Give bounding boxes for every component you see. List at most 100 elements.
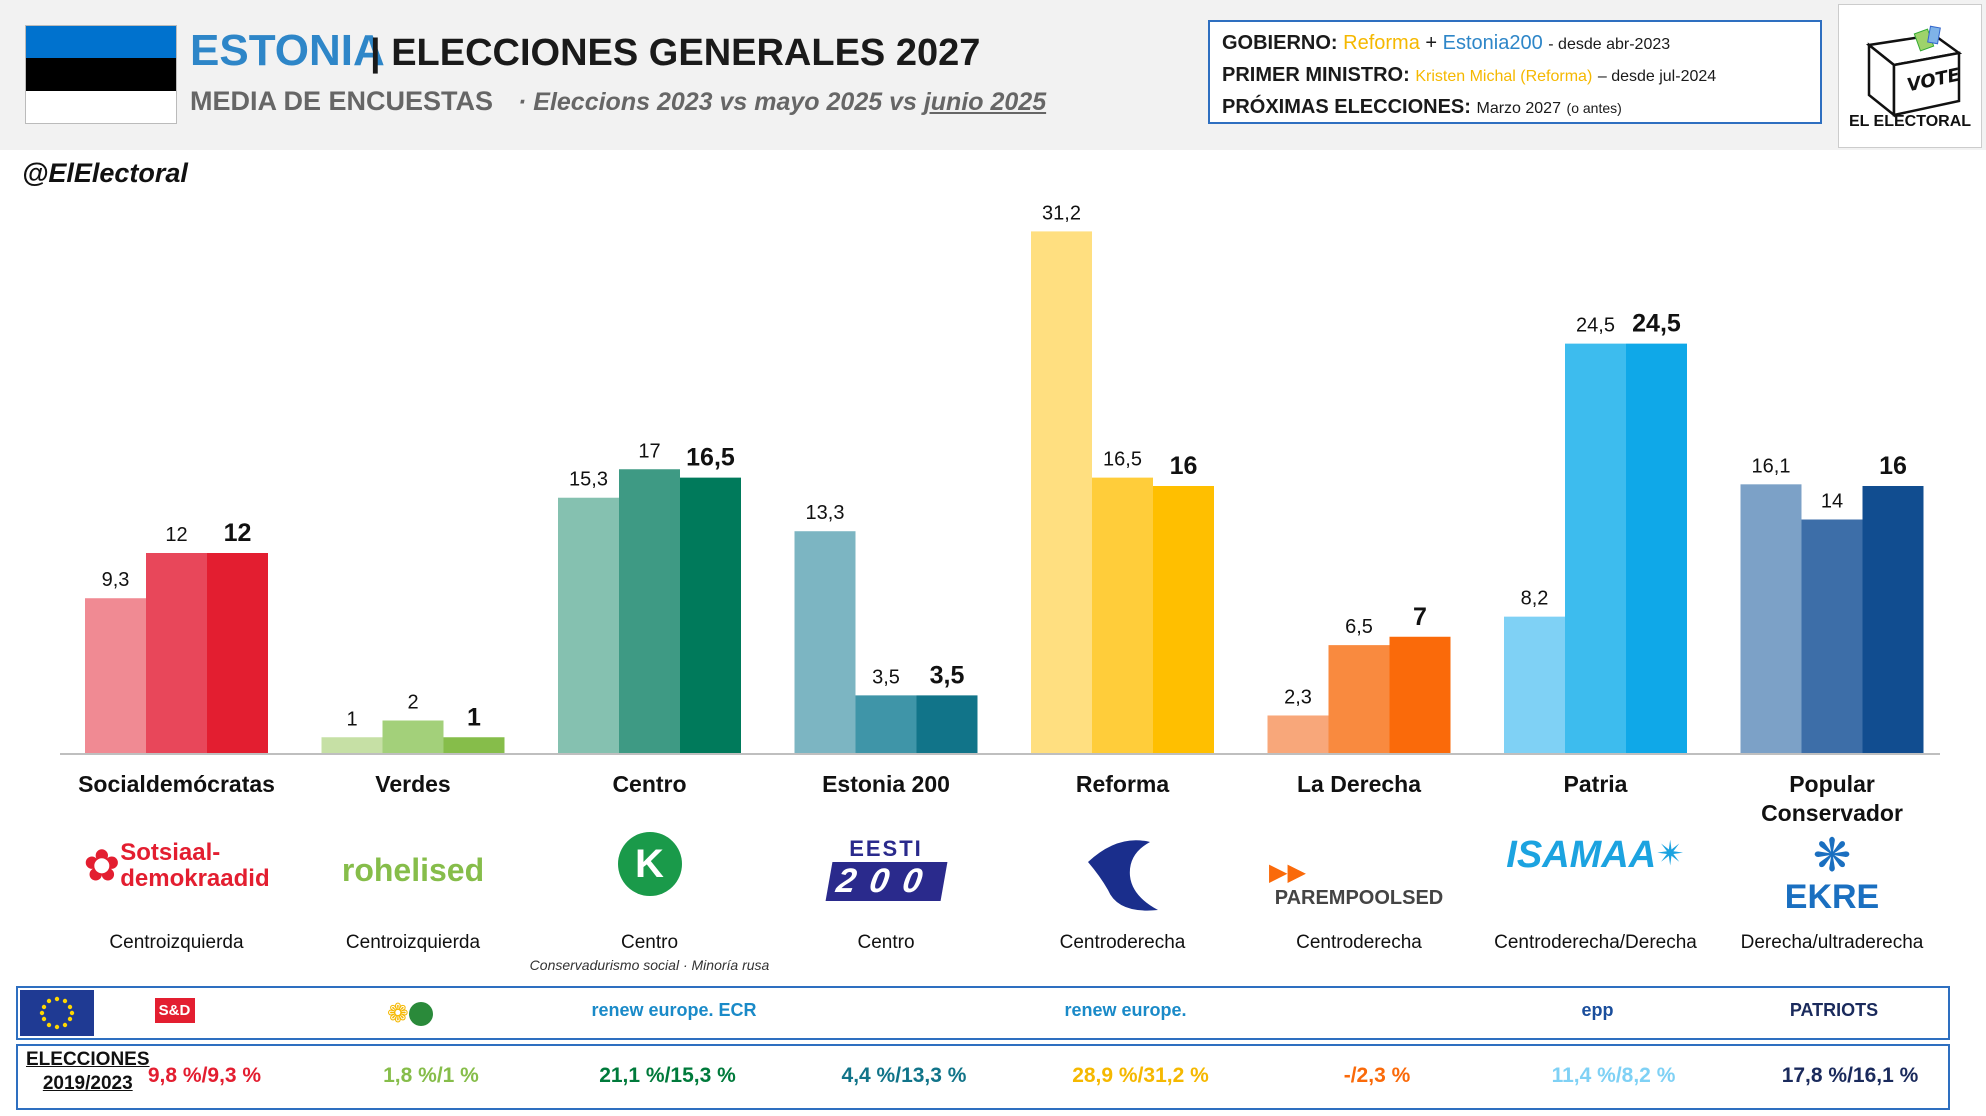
gobierno-since: - desde abr-2023 [1548, 36, 1671, 53]
bar-0-2 [207, 553, 268, 754]
result-value-7: 17,8 %/16,1 % [1781, 1064, 1919, 1087]
value-label-6-2: 24,5 [1632, 310, 1681, 338]
eu-group-0: S&D [154, 998, 195, 1023]
bar-7-1 [1801, 519, 1863, 754]
page-title: | ELECCIONES GENERALES 2027 [370, 32, 980, 75]
bar-4-1 [1092, 477, 1153, 754]
bar-2-1 [619, 469, 680, 754]
twitter-handle: @ElElectoral [22, 158, 188, 188]
value-label-4-0: 31,2 [1042, 202, 1081, 224]
value-label-3-0: 13,3 [806, 502, 845, 524]
bar-1-1 [382, 720, 444, 754]
result-value-2: 21,1 %/15,3 % [599, 1064, 736, 1087]
value-label-1-0: 1 [346, 708, 357, 730]
el-electoral-logo: VOTE EL ELECTORAL [1838, 4, 1982, 148]
arrows-icon: ▶▶ [1269, 859, 1306, 886]
category-label-3: Estonia 200 [822, 771, 950, 797]
party-logo-0: ✿Sotsiaal- demokraadid [67, 840, 287, 892]
bar-2-2 [680, 477, 741, 754]
bar-1-2 [443, 737, 505, 754]
value-label-7-1: 14 [1821, 491, 1843, 513]
flag-stripe-black [26, 58, 176, 91]
results-label-line1: ELECCIONES [26, 1049, 150, 1070]
value-label-6-0: 8,2 [1521, 588, 1549, 610]
party-logo-1: rohelised [303, 852, 523, 889]
subtitle: MEDIA DE ENCUESTAS [190, 86, 494, 116]
cornflower-icon: ❋ [1812, 829, 1852, 881]
next-note: (o antes) [1566, 100, 1622, 116]
bar-6-0 [1504, 616, 1565, 754]
bar-5-0 [1267, 715, 1329, 754]
party-logo-text: Sotsiaal- demokraadid [120, 839, 270, 892]
party-logo-2: K [540, 832, 760, 896]
value-label-3-1: 3,5 [872, 666, 900, 688]
subtitle-detail-text: Eleccions 2023 vs mayo 2025 vs [533, 88, 917, 116]
title-text: ELECCIONES GENERALES 2027 [391, 32, 981, 74]
category-label-2: Centro [612, 771, 686, 797]
value-label-0-0: 9,3 [102, 569, 130, 591]
gobierno-line: GOBIERNO: Reforma + Estonia200 - desde a… [1222, 28, 1808, 60]
next-elections-line: PRÓXIMAS ELECCIONES: Marzo 2027 (o antes… [1222, 92, 1808, 124]
value-label-2-2: 16,5 [686, 444, 735, 472]
ideology-label-7: Derecha/ultraderecha [1740, 932, 1924, 953]
party-logo-4 [1013, 832, 1233, 925]
rose-icon: ✿ [83, 841, 121, 891]
eu-group-1: ❁ [387, 998, 433, 1029]
eu-group-row: S&D ❁ renew europe. ECR renew europe. epp PAT… [16, 986, 1950, 1040]
pm-name: Kristen Michal (Reforma) [1415, 68, 1593, 85]
value-label-0-2: 12 [224, 519, 252, 547]
results-label: ELECCIONES 2019/2023 [26, 1048, 150, 1096]
category-label-4: Reforma [1076, 771, 1170, 797]
bar-3-2 [916, 695, 978, 754]
gobierno-label: GOBIERNO: [1222, 32, 1338, 54]
election-results-row: ELECCIONES 2019/2023 9,8 %/9,3 % 1,8 %/1 … [16, 1044, 1950, 1110]
gobierno-party-2: Estonia200 [1442, 32, 1543, 54]
brand-name: EL ELECTORAL [1848, 113, 1972, 130]
value-label-3-2: 3,5 [930, 661, 965, 689]
government-info-box: GOBIERNO: Reforma + Estonia200 - desde a… [1208, 20, 1822, 124]
party-logo-5: ▶▶ PAREMPOOLSED [1249, 858, 1469, 910]
pm-since: – desde jul-2024 [1597, 68, 1717, 85]
estonia-flag [25, 25, 177, 124]
bar-5-2 [1389, 636, 1451, 754]
results-label-line2: 2019/2023 [42, 1073, 133, 1094]
next-label: PRÓXIMAS ELECCIONES: [1222, 96, 1471, 118]
ideology-label-3: Centro [857, 932, 915, 953]
value-label-2-1: 17 [638, 440, 660, 462]
star-icon: ✴ [1656, 835, 1685, 873]
bar-3-0 [794, 531, 856, 754]
value-label-4-2: 16 [1170, 452, 1198, 480]
eu-group-6: epp [1581, 1000, 1614, 1020]
result-value-0: 9,8 %/9,3 % [147, 1064, 262, 1087]
next-value: Marzo 2027 [1476, 100, 1561, 117]
subtitle-detail: · Eleccions 2023 vs mayo 2025 vs junio 2… [518, 88, 1046, 117]
sunflower-icon: ❁ [387, 998, 409, 1028]
gobierno-party-1: Reforma [1343, 32, 1420, 54]
bar-6-1 [1565, 343, 1626, 754]
value-label-2-0: 15,3 [569, 469, 608, 491]
country-title: ESTONIA [190, 26, 385, 75]
result-value-6: 11,4 %/8,2 % [1551, 1064, 1676, 1087]
eu-group-4: renew europe. [1064, 1000, 1187, 1020]
value-label-4-1: 16,5 [1103, 449, 1142, 471]
value-label-1-1: 2 [407, 692, 418, 714]
party-logo-line2: 200 [825, 862, 947, 901]
bar-0-1 [146, 553, 207, 754]
bar-0-0 [85, 598, 146, 754]
flag-stripe-white [26, 90, 176, 123]
gobierno-plus: + [1425, 32, 1438, 54]
ideology-label-0: Centroizquierda [109, 932, 244, 953]
result-value-1: 1,8 %/1 % [383, 1064, 479, 1087]
party-logo-text: EKRE [1784, 878, 1880, 916]
flag-stripe-blue [26, 26, 176, 59]
value-label-5-0: 2,3 [1284, 686, 1312, 708]
pm-label: PRIMER MINISTRO: [1222, 64, 1410, 86]
subtitle-dot: · [518, 88, 527, 116]
bar-3-1 [855, 695, 917, 754]
party-logo-3: EESTI 200 [776, 836, 996, 901]
value-label-7-2: 16 [1879, 452, 1907, 480]
ballot-box-icon: VOTE [1865, 25, 1963, 118]
clover-icon: K [617, 832, 682, 896]
result-value-4: 28,9 %/31,2 % [1072, 1064, 1209, 1087]
